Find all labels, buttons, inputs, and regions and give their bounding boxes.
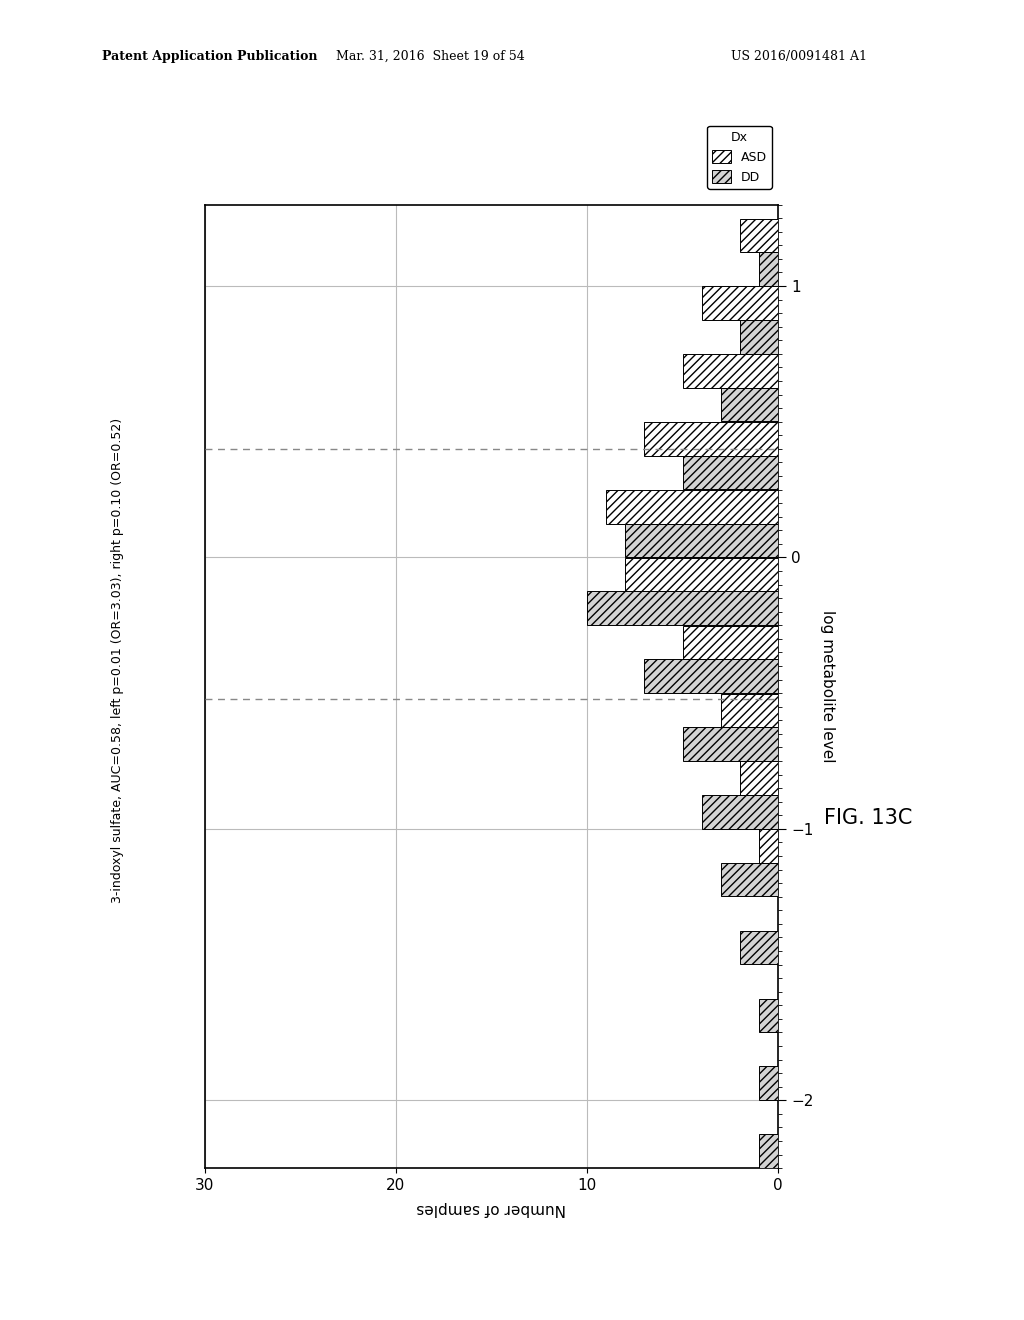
Legend: ASD, DD: ASD, DD (708, 125, 772, 189)
Bar (701, 795, 778, 829)
Bar (701, 286, 778, 319)
Bar (740, 219, 778, 252)
Bar (587, 591, 778, 624)
Y-axis label: log metabolite level: log metabolite level (819, 610, 835, 763)
Bar (721, 388, 778, 421)
Bar (683, 354, 778, 388)
Bar (721, 863, 778, 896)
Text: Patent Application Publication: Patent Application Publication (102, 50, 317, 63)
Bar (740, 319, 778, 354)
Bar (721, 693, 778, 727)
Bar (759, 1134, 778, 1168)
Bar (683, 626, 778, 659)
Bar (644, 422, 778, 455)
Bar (759, 1067, 778, 1100)
X-axis label: Number of samples: Number of samples (417, 1201, 566, 1216)
Bar (759, 252, 778, 285)
Bar (626, 558, 778, 591)
Text: Mar. 31, 2016  Sheet 19 of 54: Mar. 31, 2016 Sheet 19 of 54 (336, 50, 524, 63)
Bar (644, 659, 778, 693)
Text: US 2016/0091481 A1: US 2016/0091481 A1 (731, 50, 866, 63)
Bar (683, 455, 778, 490)
Text: FIG. 13C: FIG. 13C (824, 808, 912, 829)
Bar (759, 998, 778, 1032)
Bar (759, 829, 778, 863)
Bar (606, 490, 778, 524)
Bar (683, 727, 778, 760)
Bar (626, 524, 778, 557)
Bar (740, 931, 778, 965)
Text: 3-indoxyl sulfate, AUC=0.58, left p=0.01 (OR=3.03), right p=0.10 (OR=0.52): 3-indoxyl sulfate, AUC=0.58, left p=0.01… (112, 417, 124, 903)
Bar (740, 762, 778, 795)
